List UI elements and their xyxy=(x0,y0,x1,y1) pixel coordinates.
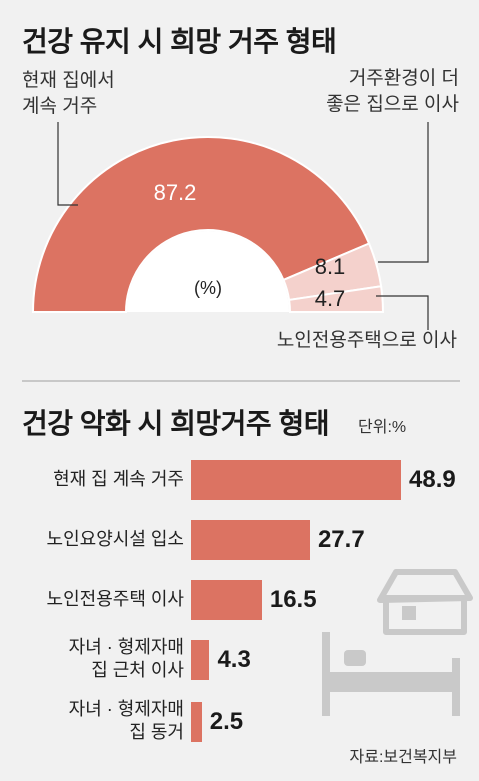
bottom-chart-title: 건강 악화 시 희망거주 형태 xyxy=(22,408,329,439)
donut-hole xyxy=(127,231,289,312)
bar-category-label: 노인전용주택 이사 xyxy=(46,589,184,609)
label-better-line2: 좋은 집으로 이사 xyxy=(326,94,459,115)
bar-category-label: 현재 집 계속 거주 xyxy=(53,469,184,489)
donut-slice-0 xyxy=(31,136,371,313)
bar-row: 현재 집 계속 거주 48.9 xyxy=(0,458,479,502)
bar-category-label: 노인요양시설 입소 xyxy=(46,529,184,549)
bar-value-label: 2.5 xyxy=(209,708,244,735)
half-donut-chart: 87.2 8.1 4.7 (%) xyxy=(31,122,429,330)
section-divider xyxy=(22,380,460,382)
bar-row: 노인전용주택 이사 16.5 xyxy=(0,578,479,622)
top-chart-title: 건강 유지 시 희망 거주 형태 xyxy=(22,26,337,57)
bar-value-label: 16.5 xyxy=(269,586,317,613)
label-home-line2: 계속 거주 xyxy=(22,96,98,117)
bar-row: 자녀 · 형제자매 집 동거 2.5 xyxy=(0,699,479,744)
label-better-line1: 거주환경이 더 xyxy=(348,68,459,89)
donut-unit-label: (%) xyxy=(194,278,222,298)
label-home-line1: 현재 집에서 xyxy=(22,70,115,91)
bar xyxy=(191,640,210,680)
leader-line-2 xyxy=(376,295,429,330)
label-senior: 노인전용주택으로 이사 xyxy=(276,330,457,351)
bar-value-label: 4.3 xyxy=(217,646,251,673)
bar xyxy=(191,460,401,500)
bar-category-label: 자녀 · 형제자매 집 동거 xyxy=(68,699,184,742)
source-note: 자료:보건복지부 xyxy=(349,749,458,766)
bar xyxy=(191,580,262,620)
unit-label: 단위:% xyxy=(358,419,407,436)
donut-slice-2 xyxy=(287,285,385,313)
bar-row: 노인요양시설 입소 27.7 xyxy=(0,518,479,562)
label-better: 거주환경이 더 좋은 집으로 이사 xyxy=(326,66,459,118)
bar-category-label: 자녀 · 형제자매 집 근처 이사 xyxy=(68,637,184,680)
bar xyxy=(191,702,202,742)
slice-value-label: 4.7 xyxy=(315,286,346,311)
label-home: 현재 집에서 계속 거주 xyxy=(22,68,115,120)
leader-line-0 xyxy=(57,122,78,206)
leader-line-1 xyxy=(378,122,429,263)
bar-value-label: 27.7 xyxy=(317,526,365,553)
bar xyxy=(191,520,310,560)
bar-row: 자녀 · 형제자매 집 근처 이사 4.3 xyxy=(0,637,479,682)
slice-value-label: 8.1 xyxy=(315,254,346,279)
slice-value-label: 87.2 xyxy=(154,180,197,205)
bar-value-label: 48.9 xyxy=(409,466,456,493)
